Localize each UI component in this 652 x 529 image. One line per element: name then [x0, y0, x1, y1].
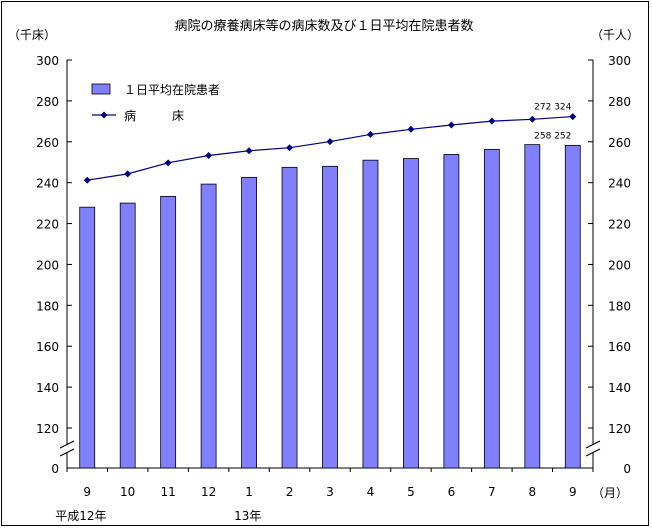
x-tick-label: 1 — [245, 485, 253, 499]
y-tick-label-left: 0 — [51, 462, 59, 476]
y-tick-label-left: 240 — [36, 177, 59, 191]
bar — [443, 154, 460, 469]
y-tick-label-right: 280 — [608, 95, 631, 109]
y-tick-label-left: 300 — [36, 54, 59, 68]
bar — [281, 166, 298, 469]
x-tick-label: 6 — [448, 485, 456, 499]
line-point — [407, 125, 415, 133]
y-tick-label-left: 180 — [36, 299, 59, 313]
left-axis-break-mark — [59, 440, 75, 457]
bar — [160, 195, 177, 469]
left-axis-unit: （千床） — [8, 28, 56, 42]
era-label: 13年 — [234, 509, 261, 523]
line-point — [569, 113, 577, 121]
x-tick-label: 4 — [367, 485, 375, 499]
bar — [524, 144, 541, 469]
x-tick-label: 5 — [407, 485, 415, 499]
y-tick-label-left: 260 — [36, 136, 59, 150]
line-point — [366, 130, 374, 138]
y-tick-label-left: 280 — [36, 95, 59, 109]
y-tick-label-right: 140 — [608, 381, 631, 395]
legend: １日平均在院患者 病 床 — [91, 83, 220, 123]
legend-line-label: 病 床 — [124, 108, 184, 123]
bar — [362, 159, 379, 469]
x-tick-label: 12 — [201, 485, 216, 499]
y-tick-label-right: 300 — [608, 54, 631, 68]
x-tick-label: 9 — [569, 485, 577, 499]
y-tick-label-right: 160 — [608, 340, 631, 354]
chart-title: 病院の療養病床等の病床数及び１日平均在院患者数 — [174, 18, 473, 34]
data-label: 272 324 — [534, 103, 571, 113]
y-tick-label-left: 120 — [36, 422, 59, 436]
y-tick-label-right: 120 — [608, 422, 631, 436]
x-axis-unit: （月） — [592, 486, 628, 500]
bar — [322, 165, 338, 469]
bar — [119, 202, 136, 469]
line-point — [205, 151, 213, 159]
legend-bar-swatch — [91, 83, 111, 95]
y-tick-label-left: 220 — [36, 218, 59, 232]
right-axis-break-mark — [585, 440, 601, 457]
legend-bar-label: １日平均在院患者 — [124, 83, 220, 97]
line-point — [326, 138, 334, 146]
line-point — [528, 115, 536, 123]
bar — [564, 144, 581, 469]
line-point — [488, 117, 496, 125]
x-tick-label: 7 — [488, 485, 496, 499]
y-tick-label-right: 240 — [608, 177, 631, 191]
bar — [200, 183, 217, 469]
line-point — [164, 159, 172, 167]
x-tick-label: 2 — [286, 485, 294, 499]
bar — [403, 158, 419, 469]
x-tick-label: 11 — [161, 485, 176, 499]
data-label: 258 252 — [534, 131, 571, 141]
y-tick-label-right: 0 — [623, 462, 631, 476]
line-point — [447, 121, 455, 129]
line-point — [286, 144, 294, 152]
line-point — [124, 170, 132, 178]
bar — [483, 148, 500, 469]
x-tick-label: 9 — [83, 485, 91, 499]
y-tick-label-left: 140 — [36, 381, 59, 395]
y-tick-label-right: 200 — [608, 258, 631, 272]
era-label: 平成12年 — [55, 509, 106, 523]
y-tick-label-right: 180 — [608, 299, 631, 313]
y-tick-label-right: 260 — [608, 136, 631, 150]
line-point — [245, 147, 253, 155]
x-tick-label: 3 — [326, 485, 334, 499]
x-tick-label: 10 — [120, 485, 135, 499]
y-tick-label-right: 220 — [608, 218, 631, 232]
bar — [79, 206, 96, 469]
x-tick-label: 8 — [528, 485, 536, 499]
line-point — [83, 176, 91, 184]
plot-area: 3002802602402202001801601401200300280260… — [36, 54, 631, 523]
right-axis-unit: （千人） — [591, 28, 639, 42]
legend-line-marker — [100, 111, 108, 119]
y-tick-label-left: 200 — [36, 258, 59, 272]
y-tick-label-left: 160 — [36, 340, 59, 354]
bar — [241, 176, 257, 469]
